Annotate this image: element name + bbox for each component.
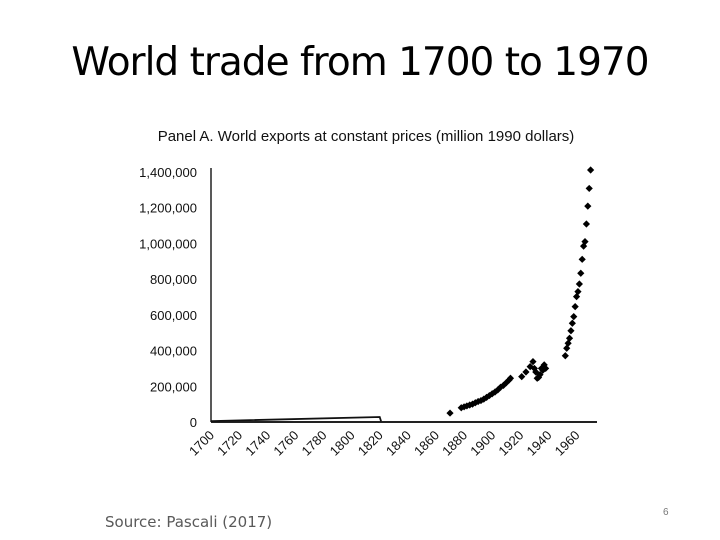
data-point xyxy=(565,334,574,342)
y-tick-label: 800,000 xyxy=(150,272,197,287)
y-tick-label: 200,000 xyxy=(150,379,197,394)
data-point xyxy=(518,373,526,381)
x-tick-label: 1720 xyxy=(214,428,245,459)
x-tick-label: 1880 xyxy=(439,428,470,459)
y-tick-label: 1,400,000 xyxy=(139,165,197,180)
data-point xyxy=(578,255,586,263)
x-tick-label: 1940 xyxy=(524,428,555,459)
data-point xyxy=(568,319,576,327)
page-number: 6 xyxy=(663,507,669,518)
data-point xyxy=(522,368,530,376)
data-point xyxy=(582,220,591,228)
data-point xyxy=(577,269,585,277)
data-point xyxy=(542,364,550,373)
data-point xyxy=(581,238,589,246)
x-tick-label: 1780 xyxy=(299,428,330,459)
x-tick-label: 1820 xyxy=(355,428,386,459)
data-point xyxy=(534,373,543,381)
data-point xyxy=(575,280,583,288)
data-point xyxy=(526,363,534,371)
data-point xyxy=(540,361,548,369)
data-point xyxy=(561,352,569,360)
data-point xyxy=(570,313,578,321)
x-tick-label: 1800 xyxy=(327,428,358,459)
x-tick-label: 1700 xyxy=(186,428,217,459)
y-tick-label: 1,000,000 xyxy=(139,236,197,251)
data-point xyxy=(463,402,471,410)
data-marks xyxy=(210,166,595,423)
slide-title: World trade from 1700 to 1970 xyxy=(71,40,649,85)
data-point xyxy=(584,202,592,210)
x-tick-label: 1960 xyxy=(552,428,583,459)
tick-labels: 0 200,000 400,000 600,000 800,000 1,000,000 1,… xyxy=(139,165,583,459)
x-tick-label: 1900 xyxy=(467,428,498,459)
data-point xyxy=(506,374,515,382)
x-tick-label: 1740 xyxy=(242,428,273,459)
y-tick-label: 400,000 xyxy=(150,344,197,359)
x-tick-label: 1860 xyxy=(411,428,442,459)
data-point xyxy=(571,303,579,311)
data-point xyxy=(477,396,485,405)
y-tick-label: 0 xyxy=(190,415,197,430)
y-tick-label: 600,000 xyxy=(150,308,197,323)
data-point xyxy=(574,288,582,296)
data-point xyxy=(567,327,575,335)
data-point xyxy=(497,383,505,391)
data-point xyxy=(494,386,502,394)
y-tick-label: 1,200,000 xyxy=(139,201,197,216)
data-point xyxy=(572,293,581,301)
data-point xyxy=(585,184,593,193)
data-point xyxy=(539,366,547,374)
x-tick-label: 1920 xyxy=(495,428,526,459)
data-point xyxy=(530,364,538,373)
source-citation: Source: Pascali (2017) xyxy=(105,513,273,531)
data-point xyxy=(460,403,468,411)
axes xyxy=(210,168,597,423)
data-point xyxy=(529,358,537,366)
data-point xyxy=(587,166,595,174)
series-line xyxy=(210,416,382,423)
data-point xyxy=(482,393,491,401)
data-point xyxy=(446,409,454,417)
x-tick-label: 1840 xyxy=(383,428,414,459)
data-point xyxy=(536,371,544,379)
data-point xyxy=(480,395,488,403)
x-tick-label: 1760 xyxy=(270,428,301,459)
chart-title: Panel A. World exports at constant price… xyxy=(158,128,575,145)
